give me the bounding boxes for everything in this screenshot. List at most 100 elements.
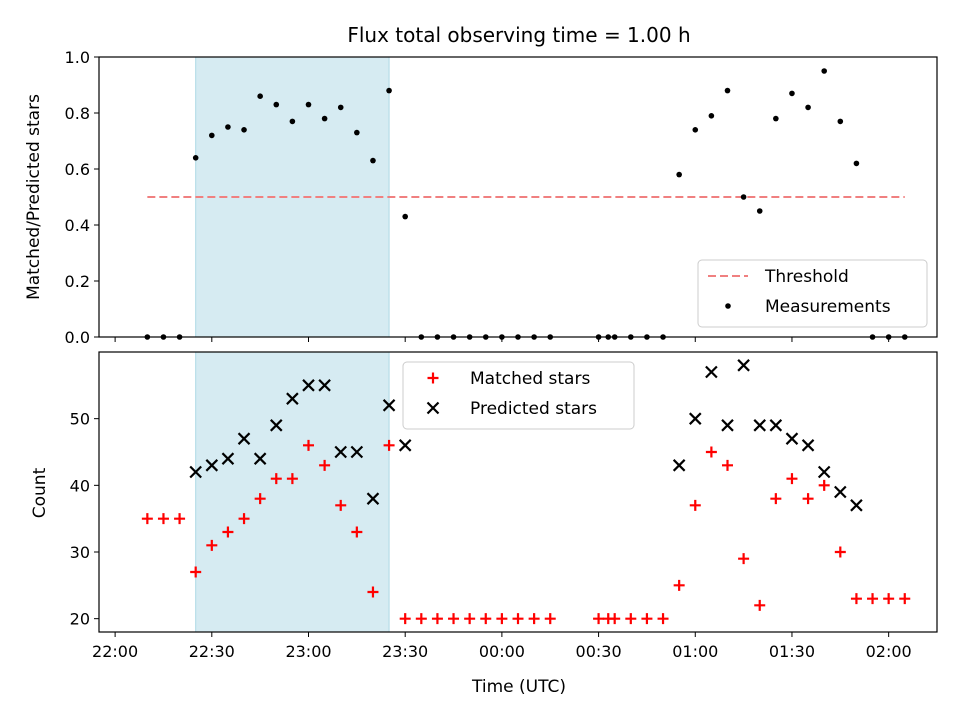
data-point-0-0-42	[837, 118, 844, 125]
legend-entry-predicted-stars: Predicted stars	[426, 399, 597, 419]
data-point-1-0-15	[383, 439, 395, 451]
bottom-axes: 20 30 40 50 22:00 22:30 23:00 23:30 00:00 00:30 01…	[70, 351, 938, 661]
data-point-1-1-19	[753, 419, 767, 432]
data-point-1-0-20	[464, 613, 476, 625]
data-point-1-1-17	[721, 419, 734, 432]
x-tick-label-8: 02:00	[866, 642, 912, 661]
data-point-1-0-0	[141, 513, 153, 525]
data-point-1-0-32	[673, 579, 685, 591]
data-point-0-0-8	[273, 101, 280, 108]
x-tick-label-6: 01:00	[672, 642, 718, 661]
legend-swatch-measurements	[725, 303, 731, 309]
data-point-1-0-39	[786, 473, 798, 485]
data-point-1-0-45	[883, 593, 895, 605]
data-point-1-0-26	[593, 613, 605, 625]
legend-label-0: Matched stars	[470, 369, 590, 389]
data-point-1-1-10	[350, 445, 364, 459]
data-point-0-0-35	[724, 87, 731, 94]
data-point-0-0-39	[789, 90, 795, 97]
data-point-1-1-25	[850, 499, 863, 512]
legend-label-0: Threshold	[764, 267, 849, 287]
data-point-0-0-14	[370, 157, 376, 164]
data-point-1-1-2	[221, 452, 235, 465]
data-point-0-0-11	[321, 115, 328, 122]
data-point-1-0-38	[770, 493, 782, 505]
data-point-1-1-14	[672, 459, 686, 472]
data-point-0-0-12	[337, 104, 344, 111]
data-point-1-1-23	[817, 465, 831, 479]
data-point-1-0-7	[254, 493, 266, 505]
data-point-1-0-44	[867, 593, 879, 605]
data-point-0-0-6	[241, 127, 247, 133]
data-point-1-1-5	[269, 419, 283, 432]
data-point-1-0-29	[625, 613, 637, 625]
data-point-1-0-4	[206, 539, 218, 551]
data-point-1-1-18	[737, 359, 750, 372]
data-point-1-1-1	[205, 459, 219, 472]
data-point-0-0-41	[821, 68, 827, 74]
data-point-1-1-20	[769, 419, 783, 432]
data-point-1-0-12	[335, 499, 347, 511]
axes-frame-0	[98, 56, 938, 338]
top-y-axis-label: Matched/Predicted stars	[24, 94, 44, 300]
data-point-1-0-5	[222, 526, 234, 538]
y-tick-label-1-3: 50	[70, 410, 90, 429]
legend-swatch-predicted-stars	[426, 401, 440, 415]
data-point-0-0-16	[402, 213, 408, 220]
x-tick-label-2: 23:00	[285, 642, 331, 661]
data-point-1-0-18	[431, 613, 443, 625]
data-point-0-0-9	[289, 118, 296, 125]
data-point-0-0-32	[676, 171, 682, 178]
highlight-span-1	[195, 351, 390, 633]
data-point-0-0-5	[225, 124, 231, 130]
data-point-1-1-13	[398, 439, 412, 452]
data-point-1-0-3	[190, 566, 202, 578]
data-point-0-0-38	[773, 115, 779, 122]
x-tick-label-3: 23:30	[382, 642, 428, 661]
data-point-1-0-43	[850, 593, 862, 605]
x-tick-label-7: 01:30	[769, 642, 815, 661]
y-tick-label-0-5: 1.0	[65, 48, 90, 67]
data-point-0-0-37	[756, 208, 763, 214]
legend-box-0	[697, 259, 928, 328]
series-matched-stars	[141, 439, 911, 625]
data-point-0-0-15	[386, 87, 392, 94]
y-tick-label-0-3: 0.6	[65, 160, 90, 179]
data-point-1-1-7	[302, 379, 315, 392]
x-tick-label-4: 00:00	[479, 642, 525, 661]
x-tick-label-1: 22:30	[189, 642, 235, 661]
data-point-1-0-23	[512, 613, 524, 625]
legend-entry-measurements: Measurements	[725, 297, 891, 317]
data-point-1-0-34	[705, 446, 717, 458]
data-point-1-0-13	[351, 526, 363, 538]
y-tick-label-0-4: 0.8	[65, 104, 90, 123]
data-point-1-0-40	[802, 493, 814, 505]
data-point-1-0-16	[399, 613, 411, 625]
data-point-0-0-4	[209, 132, 215, 139]
data-point-0-0-7	[257, 93, 263, 99]
data-point-0-0-40	[805, 104, 811, 111]
x-axis-label: Time (UTC)	[471, 677, 566, 697]
axes-frame-1	[98, 351, 938, 633]
data-point-1-1-4	[253, 452, 267, 465]
data-point-1-0-17	[415, 613, 427, 625]
data-point-1-1-8	[318, 379, 331, 392]
data-point-1-1-3	[237, 432, 251, 445]
data-point-1-0-6	[238, 513, 250, 525]
x-tick-label-5: 00:30	[576, 642, 622, 661]
y-tick-label-1-0: 20	[70, 610, 90, 629]
legend-label-1: Predicted stars	[470, 399, 597, 419]
x-tick-label-0: 22:00	[92, 642, 138, 661]
data-point-1-1-22	[801, 439, 815, 452]
data-point-1-1-16	[705, 365, 718, 379]
legend-entry-threshold: Threshold	[708, 267, 849, 287]
legend-entry-matched-stars: Matched stars	[427, 369, 590, 389]
data-point-1-1-11	[366, 492, 380, 505]
data-point-1-0-42	[834, 546, 846, 558]
chart-title: Flux total observing time = 1.00 h	[347, 23, 690, 47]
data-point-1-0-1	[157, 513, 169, 525]
data-point-1-0-25	[544, 613, 556, 625]
data-point-1-1-21	[785, 432, 799, 445]
